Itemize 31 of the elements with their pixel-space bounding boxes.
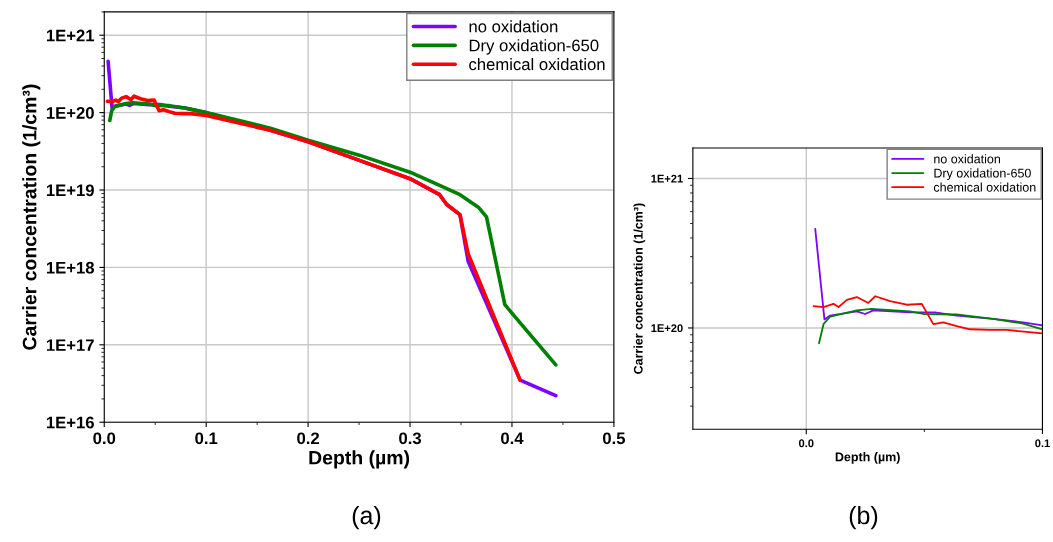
- y-tick-label: 1E+16: [46, 416, 94, 429]
- x-tick-label: 0.0: [93, 432, 116, 445]
- legend-label: Dry oxidation-650: [469, 39, 599, 55]
- line-series: [814, 227, 1043, 327]
- x-axis-title: Depth (µm): [835, 452, 900, 464]
- x-tick-label: 0.5: [602, 432, 626, 445]
- x-axis-title: Depth (µm): [309, 450, 410, 469]
- legend-label: no oxidation: [934, 154, 1000, 164]
- y-tick-label: 1E+20: [651, 324, 683, 333]
- y-axis-title: Carrier concentration (1/cm³): [633, 203, 646, 374]
- y-tick-label: 1E+19: [46, 184, 94, 197]
- y-tick-label: 1E+17: [46, 339, 94, 351]
- x-tick-label: 0.0: [798, 439, 814, 448]
- x-tick-label: 0.1: [1035, 439, 1050, 448]
- x-tick-label: 0.1: [195, 432, 218, 445]
- legend-label: Dry oxidation-650: [934, 168, 1031, 181]
- y-tick-label: 1E+20: [46, 107, 94, 119]
- y-tick-label: 1E+18: [46, 261, 95, 274]
- y-tick-label: 1E+21: [651, 174, 683, 183]
- text: (a): [352, 505, 381, 530]
- legend-label: no oxidation: [469, 20, 558, 33]
- y-axis-title: Carrier concentration (1/cm³): [22, 84, 41, 350]
- x-tick-label: 0.4: [501, 432, 524, 445]
- line-series: [818, 308, 1043, 345]
- line-series: [812, 295, 1043, 335]
- text: (b): [849, 505, 878, 530]
- legend-label: chemical oxidation: [469, 58, 605, 71]
- x-tick-label: 0.2: [297, 432, 320, 445]
- x-tick-label: 0.3: [399, 432, 422, 445]
- legend-label: chemical oxidation: [933, 182, 1036, 192]
- y-tick-label: 1E+21: [46, 29, 95, 42]
